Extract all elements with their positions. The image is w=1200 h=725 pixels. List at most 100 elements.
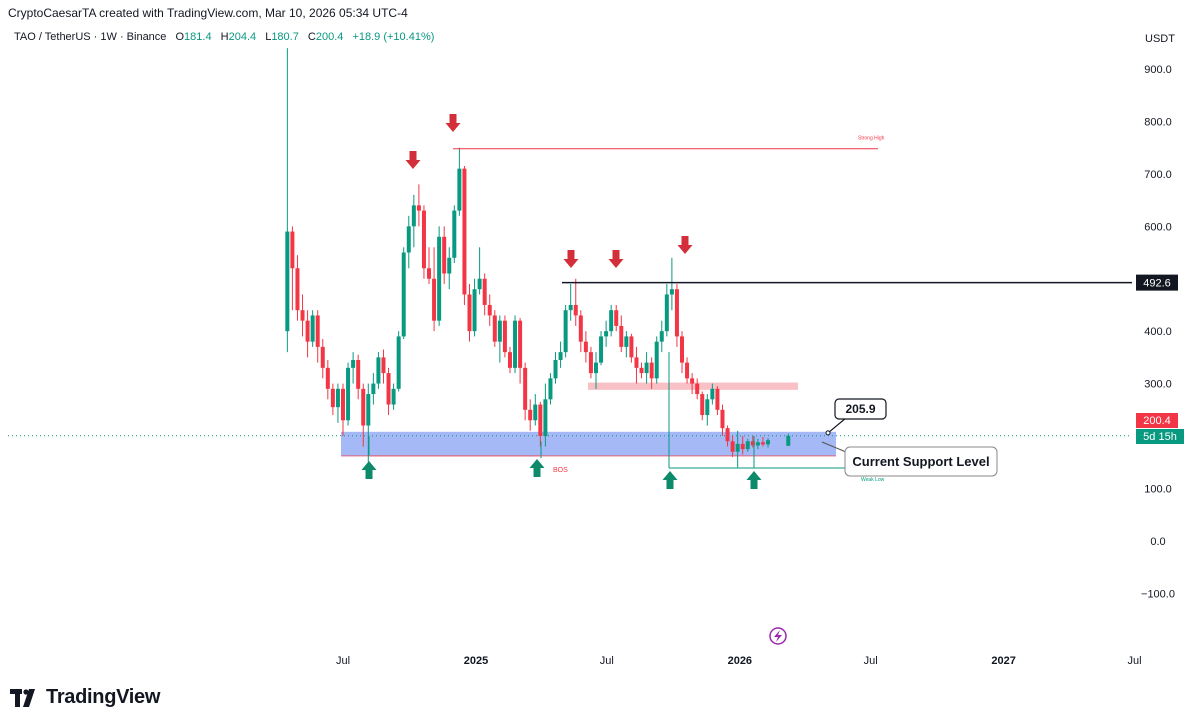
candle-body — [401, 252, 406, 337]
x-tick-label: Jul — [864, 655, 878, 667]
buy-arrow-icon — [529, 459, 545, 477]
callout-leader — [827, 417, 847, 434]
candle-body — [518, 320, 523, 368]
candle-body — [715, 388, 720, 410]
x-tick-label: Jul — [336, 655, 350, 667]
candle-body — [416, 205, 421, 211]
candle-body — [786, 435, 791, 446]
candle-body — [290, 231, 295, 269]
candle-body — [447, 257, 452, 274]
candle-body — [720, 409, 725, 429]
candle-body — [305, 320, 310, 342]
callout-value: 205.9 — [845, 402, 875, 416]
candle-body — [371, 383, 376, 395]
candle-body — [639, 367, 644, 374]
y-tick-label: 300.0 — [1144, 379, 1172, 391]
candle-body — [654, 341, 659, 379]
candle-body — [356, 359, 361, 389]
candle-body — [523, 367, 528, 410]
candle-body — [593, 362, 598, 374]
candle-body — [680, 336, 685, 363]
sell-arrow-icon — [677, 236, 693, 254]
candle-body — [588, 352, 593, 374]
callout-box — [834, 398, 887, 420]
candle-body — [750, 441, 755, 446]
candle-body — [548, 378, 553, 400]
resistance-flip-zone — [588, 382, 798, 390]
y-tick-label: 400.0 — [1144, 326, 1172, 338]
candle-body — [599, 336, 604, 363]
candle-body — [740, 443, 745, 450]
candle-body — [386, 373, 391, 405]
candle-body — [563, 310, 568, 353]
candle-body — [406, 226, 411, 253]
candle-body — [295, 268, 300, 311]
candle-body — [533, 404, 538, 421]
candle-body — [619, 325, 624, 347]
candle-body — [513, 320, 518, 368]
candle-body — [507, 352, 512, 368]
candle-body — [381, 357, 386, 374]
x-tick-label: Jul — [1127, 655, 1141, 667]
price-marker-box — [1136, 274, 1178, 291]
candle-body — [411, 205, 416, 227]
candle-body — [664, 294, 669, 332]
tradingview-logo[interactable]: TradingView — [10, 686, 160, 709]
candle-body — [421, 210, 426, 269]
support-label-box — [844, 446, 998, 477]
candle-body — [583, 341, 588, 353]
candle-body — [604, 331, 609, 337]
strong-high-label: Strong High — [858, 136, 885, 142]
candle-body — [472, 289, 477, 332]
candle-body — [578, 315, 583, 342]
countdown-box — [1136, 429, 1184, 444]
symbol-name[interactable]: TAO / TetherUS · 1W · Binance — [14, 31, 167, 43]
sell-arrow-icon — [608, 250, 624, 268]
high-value: 204.4 — [228, 31, 257, 43]
open-value: 181.4 — [184, 31, 212, 43]
candle-body — [745, 441, 750, 450]
candle-body — [432, 278, 437, 321]
candle-body — [467, 294, 472, 332]
candle-body — [543, 399, 548, 436]
candle-body — [695, 383, 700, 395]
candle-body — [477, 278, 482, 290]
change-value: +18.9 (+10.41%) — [352, 31, 435, 43]
candle-body — [730, 441, 735, 452]
candle-body — [391, 388, 396, 405]
candle-body — [492, 315, 497, 342]
candle-body — [335, 388, 340, 408]
y-tick-label: 700.0 — [1144, 169, 1172, 181]
candle-body — [497, 320, 502, 342]
candle-body — [487, 304, 492, 316]
low-value: 180.7 — [271, 31, 299, 43]
price-marker-value: 492.6 — [1143, 278, 1171, 290]
candle-body — [760, 442, 765, 445]
last-price-box — [1136, 413, 1178, 428]
sell-arrow-icon — [405, 151, 421, 169]
candle-body — [624, 336, 629, 347]
last-price-value: 200.4 — [1143, 415, 1171, 427]
x-tick-label: 2025 — [464, 655, 488, 667]
bos-label: BOS — [553, 467, 568, 474]
candle-body — [755, 442, 760, 446]
candle-body — [614, 310, 619, 326]
chart-credit: CryptoCaesarTA created with TradingView.… — [8, 6, 408, 20]
countdown-value: 5d 15h — [1143, 431, 1177, 443]
candle-body — [685, 362, 690, 379]
candle-body — [361, 388, 366, 426]
candle-body — [649, 362, 654, 379]
y-tick-label: 0.0 — [1150, 536, 1165, 548]
weak-low-label: Weak Low — [861, 477, 885, 483]
candle-body — [629, 336, 634, 358]
sell-arrow-icon — [563, 250, 579, 268]
candle-body — [669, 289, 674, 295]
candle-body — [502, 320, 507, 353]
candle-body — [644, 362, 649, 374]
candle-body — [725, 428, 730, 442]
candle-body — [462, 168, 467, 295]
candle-body — [700, 394, 705, 416]
candle-body — [634, 357, 639, 368]
x-tick-label: 2027 — [991, 655, 1015, 667]
